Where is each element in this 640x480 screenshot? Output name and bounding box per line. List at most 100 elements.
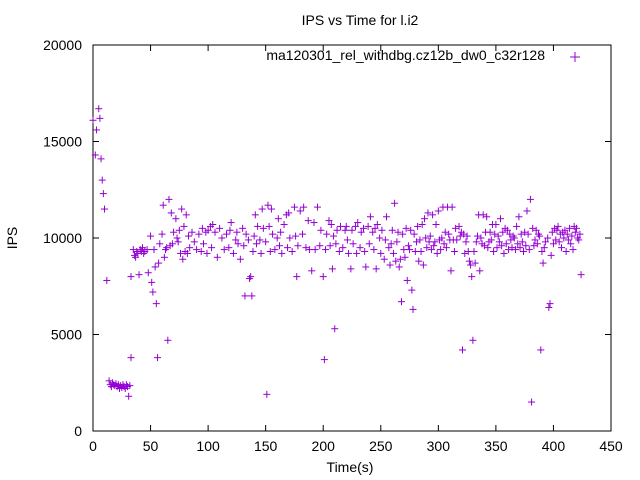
data-point	[203, 249, 211, 257]
data-point	[188, 228, 196, 236]
data-point	[397, 298, 405, 306]
data-point	[455, 222, 463, 230]
data-point	[277, 228, 285, 236]
data-point	[185, 232, 193, 240]
x-tick: 150	[254, 45, 278, 454]
data-point	[183, 249, 191, 257]
data-point	[275, 242, 283, 250]
data-point	[417, 248, 425, 256]
data-point	[304, 217, 312, 225]
data-point	[526, 195, 534, 203]
x-tick: 450	[599, 45, 623, 454]
x-tick-label: 350	[484, 438, 508, 454]
data-point	[361, 248, 369, 256]
data-point	[558, 244, 566, 252]
data-point	[364, 222, 372, 230]
data-point	[265, 222, 273, 230]
data-point	[354, 219, 362, 227]
data-point	[441, 228, 449, 236]
data-point	[197, 248, 205, 256]
data-point	[409, 305, 417, 313]
data-point	[520, 248, 528, 256]
data-point	[323, 230, 331, 238]
chart-title: IPS vs Time for l.i2	[302, 12, 419, 28]
data-point	[356, 244, 364, 252]
data-point	[568, 232, 576, 240]
data-point	[437, 246, 445, 254]
axis-ticks: 0 50 100 150 200 250 300 350 400 450 0 5000 10000 150…	[43, 37, 623, 454]
data-point	[422, 234, 430, 242]
data-point	[418, 220, 426, 228]
legend-label: ma120301_rel_withdbg.cz12b_dw0_c32r128	[266, 47, 545, 63]
data-point	[372, 265, 380, 273]
data-point	[541, 238, 549, 246]
data-point	[249, 248, 257, 256]
data-point	[343, 236, 351, 244]
data-point	[431, 238, 439, 246]
data-point	[399, 230, 407, 238]
data-point	[155, 259, 163, 267]
data-point	[566, 224, 574, 232]
data-point	[465, 257, 473, 265]
data-point	[524, 230, 532, 238]
data-point	[147, 232, 155, 240]
data-point	[462, 238, 470, 246]
data-point	[280, 220, 288, 228]
data-point	[416, 236, 424, 244]
data-point	[387, 240, 395, 248]
x-axis-label: Time(s)	[327, 459, 374, 475]
data-point	[159, 201, 167, 209]
data-point	[540, 244, 548, 252]
data-point	[424, 209, 432, 217]
data-point	[247, 273, 255, 281]
data-point	[345, 249, 353, 257]
data-point	[252, 240, 260, 248]
data-point	[244, 236, 252, 244]
data-point	[546, 300, 554, 308]
data-point	[513, 222, 521, 230]
data-point	[473, 232, 481, 240]
data-point	[490, 248, 498, 256]
data-point	[406, 246, 414, 254]
data-point	[380, 255, 388, 263]
data-point	[522, 242, 530, 250]
data-point	[332, 240, 340, 248]
data-point	[284, 244, 292, 252]
x-tick: 50	[143, 45, 159, 454]
data-point	[362, 263, 370, 271]
data-point	[176, 249, 184, 257]
data-point	[571, 228, 579, 236]
data-point	[99, 190, 107, 198]
y-tick-label: 0	[74, 423, 82, 439]
data-point	[567, 240, 575, 248]
data-point	[555, 238, 563, 246]
data-point	[170, 228, 178, 236]
data-point	[91, 151, 99, 159]
data-point	[373, 220, 381, 228]
y-tick-label: 20000	[43, 37, 82, 53]
data-point	[193, 246, 201, 254]
data-point	[518, 238, 526, 246]
data-point	[174, 238, 182, 246]
x-tick-label: 100	[196, 438, 220, 454]
data-point	[200, 240, 208, 248]
data-point	[539, 259, 547, 267]
data-point	[528, 398, 536, 406]
data-point	[575, 236, 583, 244]
data-point	[239, 224, 247, 232]
data-point	[389, 249, 397, 257]
data-point	[302, 244, 310, 252]
data-point	[162, 246, 170, 254]
data-point	[576, 230, 584, 238]
data-point	[234, 240, 242, 248]
data-point	[325, 217, 333, 225]
data-point	[392, 257, 400, 265]
data-point	[360, 224, 368, 232]
data-point	[135, 271, 143, 279]
data-point	[328, 265, 336, 273]
x-tick-label: 200	[312, 438, 336, 454]
data-point	[96, 114, 104, 122]
data-point	[179, 255, 187, 263]
data-point	[415, 257, 423, 265]
data-point	[316, 242, 324, 250]
